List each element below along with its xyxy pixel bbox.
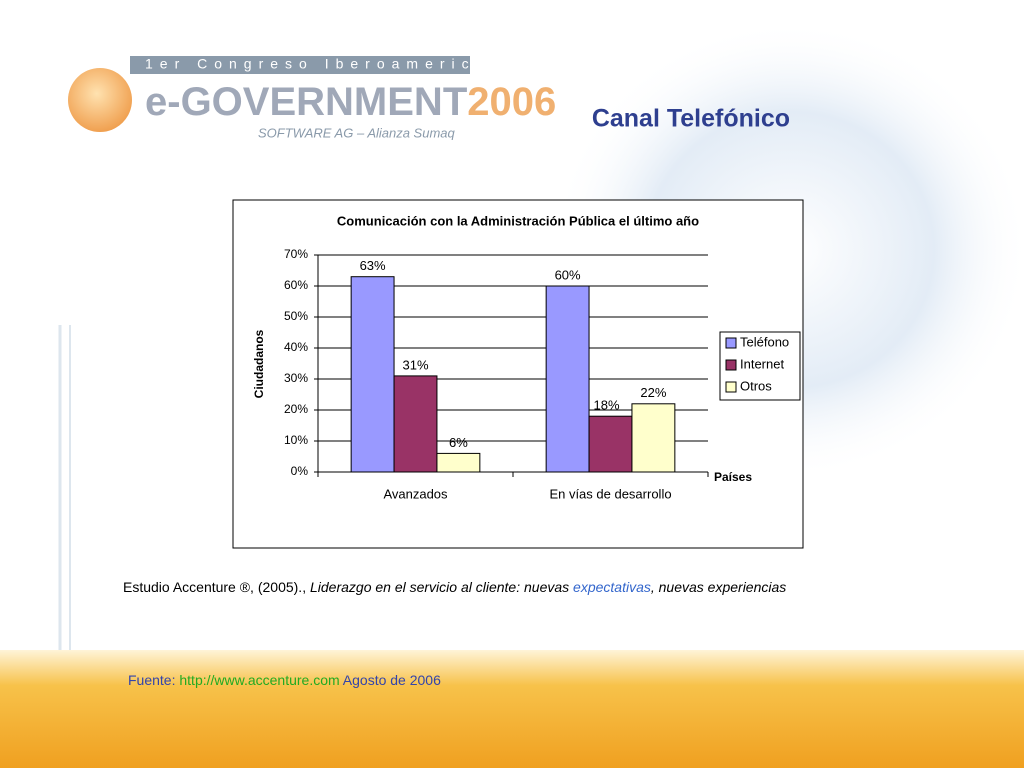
citation-work: Liderazgo en el servicio al cliente: nue…: [310, 579, 569, 595]
bar: [588, 415, 633, 473]
y-tick-label: 10%: [284, 433, 308, 447]
bottom-band: [0, 650, 1024, 768]
y-tick-label: 60%: [284, 278, 308, 292]
y-tick-label: 70%: [284, 247, 308, 261]
citation-author: Estudio Accenture ®, (2005).,: [123, 579, 306, 595]
brand-year: 2006: [467, 80, 556, 124]
y-axis-label: Ciudadanos: [252, 329, 266, 398]
bar: [350, 276, 395, 473]
bar: [393, 375, 438, 473]
value-label: 31%: [402, 357, 428, 372]
legend-swatch: [725, 359, 737, 371]
brand: e-GOVERNMENT: [145, 80, 467, 124]
source: Fuente: http://www.accenture.com Agosto …: [128, 672, 441, 688]
legend-label: Teléfono: [740, 334, 789, 349]
logo-brand: e-GOVERNMENT2006: [145, 80, 556, 124]
y-tick-label: 40%: [284, 340, 308, 354]
slide-title: Canal Telefónico: [592, 105, 790, 133]
chart-title: Comunicación con la Administración Públi…: [337, 213, 699, 228]
source-date: Agosto de 2006: [343, 672, 441, 688]
logo-globe: [68, 68, 132, 132]
logo-sponsor: SOFTWARE AG – Alianza Sumaq: [258, 125, 456, 140]
citation: Estudio Accenture ®, (2005)., Liderazgo …: [123, 579, 786, 595]
source-label: Fuente:: [128, 672, 175, 688]
citation-rest: , nuevas experiencias: [651, 579, 786, 595]
chart: Comunicación con la Administración Públi…: [232, 199, 804, 549]
chart-frame: [232, 199, 804, 549]
value-label: 22%: [640, 385, 666, 400]
x-axis-label: Países: [714, 470, 752, 484]
citation-highlight: expectativas: [573, 579, 651, 595]
source-url[interactable]: http://www.accenture.com: [179, 672, 339, 688]
logo-congress: 1er Congreso Iberoamericano: [145, 56, 520, 72]
legend-label: Internet: [740, 356, 784, 371]
value-label: 18%: [593, 398, 619, 413]
y-tick-label: 20%: [284, 402, 308, 416]
legend-swatch: [725, 381, 737, 393]
y-tick-label: 0%: [291, 464, 309, 478]
bar: [631, 403, 676, 473]
logo-bar: [130, 56, 470, 74]
value-label: 6%: [449, 435, 468, 450]
legend-label: Otros: [740, 378, 772, 393]
y-tick-label: 30%: [284, 371, 308, 385]
x-tick-label: En vías de desarrollo: [549, 486, 671, 501]
bar: [545, 285, 590, 473]
x-tick-label: Avanzados: [383, 486, 448, 501]
value-label: 60%: [555, 267, 581, 282]
y-tick-label: 50%: [284, 309, 308, 323]
legend-swatch: [725, 337, 737, 349]
bar: [436, 452, 481, 473]
value-label: 63%: [360, 258, 386, 273]
